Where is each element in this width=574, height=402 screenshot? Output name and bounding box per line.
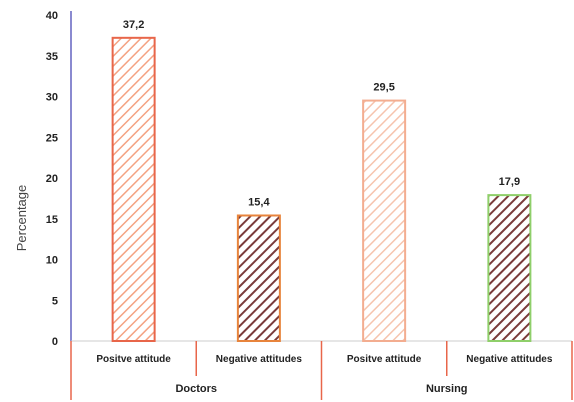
bars: 37,2 15,4 29,5 17,9 bbox=[111, 19, 532, 343]
y-axis-title: Percentage bbox=[14, 185, 29, 252]
x-category-label: Positve attitude bbox=[96, 354, 171, 365]
y-tick-label: 15 bbox=[46, 214, 58, 226]
y-tick-label: 25 bbox=[46, 132, 58, 144]
x-axis-categories: Positve attitude Negative attitudes Positv… bbox=[70, 341, 573, 400]
bar-data-label: 15,4 bbox=[248, 196, 270, 208]
bar bbox=[236, 214, 281, 343]
x-group-label: Nursing bbox=[426, 383, 468, 395]
x-group-label: Doctors bbox=[175, 383, 217, 395]
bar bbox=[487, 194, 532, 342]
bar bbox=[362, 99, 407, 342]
y-tick-label: 10 bbox=[46, 255, 58, 267]
y-tick-label: 35 bbox=[46, 51, 58, 63]
y-axis-ticks: 0 5 10 15 20 25 30 35 40 bbox=[46, 10, 58, 348]
bar bbox=[111, 36, 156, 342]
x-category-label: Negative attitudes bbox=[216, 354, 303, 365]
y-tick-label: 40 bbox=[46, 10, 58, 22]
bar-data-label: 29,5 bbox=[373, 82, 394, 94]
y-tick-label: 30 bbox=[46, 92, 58, 104]
y-tick-label: 0 bbox=[52, 336, 58, 348]
bar-data-label: 37,2 bbox=[123, 19, 144, 31]
x-category-label: Positve attitude bbox=[347, 354, 422, 365]
x-category-label: Negative attitudes bbox=[466, 354, 553, 365]
bar-data-label: 17,9 bbox=[499, 176, 520, 188]
y-tick-label: 20 bbox=[46, 173, 58, 185]
y-tick-label: 5 bbox=[52, 295, 58, 307]
